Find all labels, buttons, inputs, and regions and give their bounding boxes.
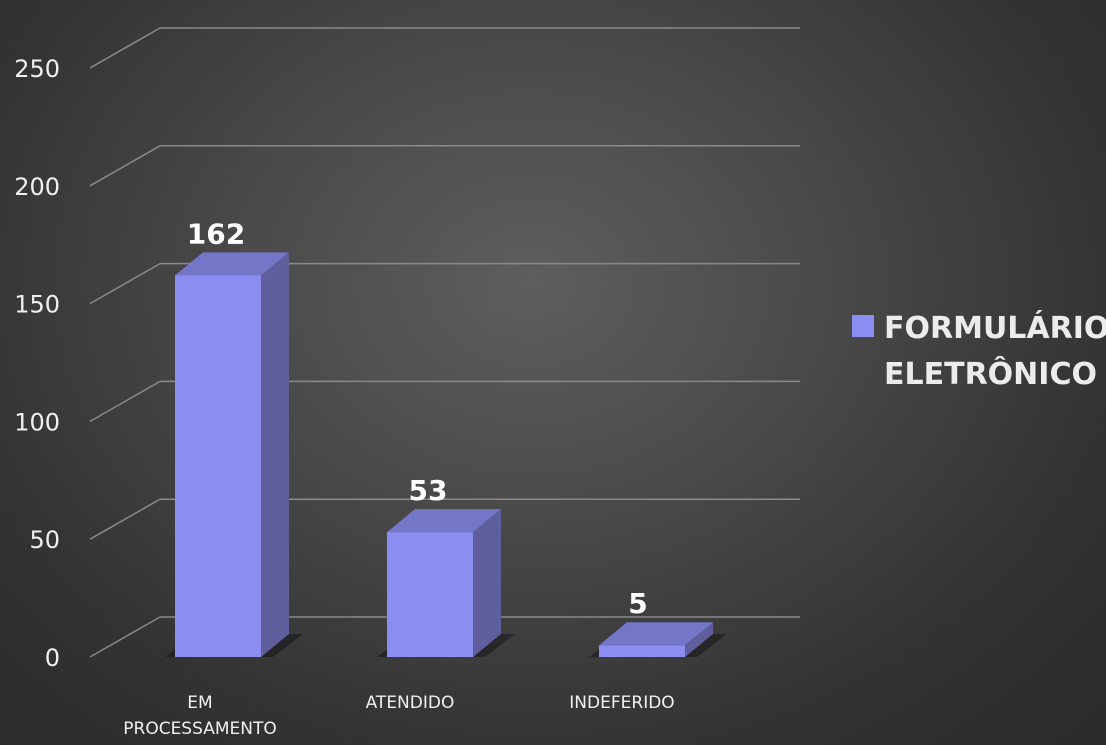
x-tick-label: EM PROCESSAMENTO [123,693,276,739]
gridline-diagonal [89,498,161,540]
gridline-diagonal [89,380,161,423]
x-axis-ticks: EM PROCESSAMENTO ATENDIDO INDEFERIDO [123,693,674,739]
bar [387,532,473,657]
bar-top [599,622,713,646]
bar-top [175,252,289,276]
data-label: 162 [187,217,245,250]
data-labels: 162 53 5 [187,217,648,620]
data-label: 5 [628,587,647,620]
bar-side [473,509,501,657]
data-label: 53 [409,474,448,507]
gridline-diagonal [89,27,161,69]
y-tick-label: 50 [29,526,60,554]
legend-label: FORMULÁRIO ELETRÔNICO [884,311,1106,392]
bar [599,645,685,657]
bar-side [261,252,289,657]
bar-side [685,622,713,657]
gridline-diagonal [89,145,161,187]
y-axis-ticks: 0 50 100 150 200 250 [14,55,60,672]
y-tick-label: 100 [14,408,60,436]
y-tick-label: 150 [14,291,60,319]
bar-top [387,509,501,533]
gridline-diagonal [89,616,161,658]
bar [175,275,261,657]
legend-swatch [852,315,874,337]
x-tick-label: ATENDIDO [366,693,455,713]
x-tick-label: INDEFERIDO [569,693,674,713]
gridline-diagonal [89,262,161,305]
y-tick-label: 200 [14,173,60,201]
y-tick-label: 0 [45,644,60,672]
bars [165,252,727,657]
y-tick-label: 250 [14,55,60,83]
legend: FORMULÁRIO ELETRÔNICO [852,306,1106,398]
